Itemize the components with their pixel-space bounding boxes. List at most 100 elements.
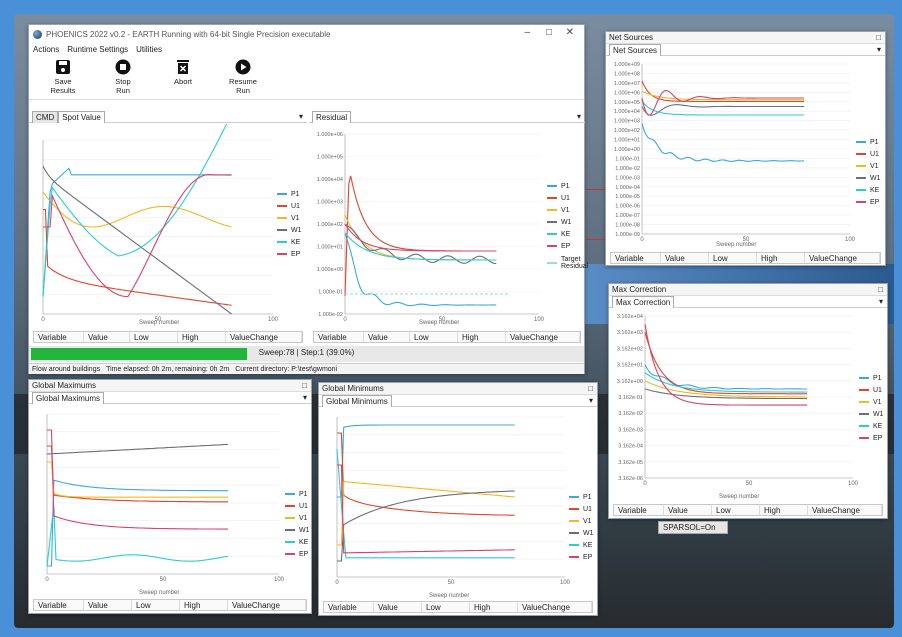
col-low: Low	[709, 253, 757, 263]
legend-item-target-residual: Target Residual	[547, 252, 588, 274]
residual-dropdown-icon[interactable]: ▾	[576, 112, 581, 121]
main-window: PHOENICS 2022 v0.2 - EARTH Running with …	[28, 24, 588, 374]
x-tick-label: 50	[448, 580, 455, 586]
x-tick-label: 0	[335, 580, 339, 586]
tab-global-max[interactable]: Global Maximums	[32, 392, 105, 404]
resume-run-button[interactable]: Resume Run	[215, 56, 271, 99]
global-min-window: Global Minimums □ Global Minimums ▾ 0 50 100…	[318, 382, 598, 616]
tab-max-correction[interactable]: Max Correction	[612, 296, 675, 308]
col-valuechange: ValueChange	[228, 600, 306, 610]
legend-item-u1: U1	[859, 384, 884, 396]
y-tick-label: 3.162e+00	[617, 379, 643, 385]
max-correction-dropdown-icon[interactable]: ▾	[878, 297, 883, 306]
tab-spot-value[interactable]: Spot Value	[58, 111, 105, 123]
residual-chart: 1.000e+06 1.000e+05 1.000e+04 1.000e+03 1.00…	[309, 124, 588, 330]
restore-icon[interactable]: □	[302, 381, 307, 390]
x-tick-label: 100	[274, 577, 285, 583]
legend-label: U1	[291, 202, 300, 210]
legend-swatch	[277, 241, 287, 243]
series-line-v1	[337, 480, 515, 546]
legend-label: EP	[583, 553, 593, 561]
connector-line	[584, 189, 614, 190]
spot-variable-table: Variable Value Low High ValueChange	[33, 331, 303, 343]
legend-item-u1: U1	[547, 192, 588, 204]
legend-label: P1	[291, 190, 300, 198]
spot-dropdown-icon[interactable]: ▾	[298, 112, 303, 121]
col-low: Low	[422, 602, 470, 612]
spot-value-chart: 0 50 100 P1 U1 V1 W1 KE EP Sweep number	[29, 124, 307, 330]
series-line-v1	[42, 191, 232, 228]
legend-label: V1	[870, 162, 879, 170]
tab-net-sources[interactable]: Net Sources	[609, 44, 662, 56]
y-tick-label: 1.000e+02	[614, 128, 640, 134]
net-sources-dropdown-icon[interactable]: ▾	[876, 45, 881, 54]
col-high: High	[757, 253, 805, 263]
y-tick-label: 1.000e+04	[317, 177, 343, 183]
legend-swatch	[547, 245, 557, 247]
col-variable: Variable	[614, 505, 664, 515]
legend-item-ke: KE	[569, 539, 594, 551]
col-low: Low	[130, 332, 178, 342]
series-line-w1	[42, 165, 232, 315]
legend-label: KE	[291, 238, 301, 246]
series-line-ke	[644, 372, 808, 393]
max-correction-legend: P1 U1 V1 W1 KE EP	[859, 372, 884, 444]
series-line-u1	[43, 209, 232, 306]
menu-utilities[interactable]: Utilities	[136, 45, 162, 54]
tab-residual[interactable]: Residual	[312, 111, 352, 123]
legend-item-u1: U1	[856, 148, 881, 160]
save-results-label: Save Results	[50, 77, 76, 95]
x-tick-label: 0	[45, 577, 49, 583]
restore-icon[interactable]: □	[588, 384, 593, 393]
global-max-dropdown-icon[interactable]: ▾	[302, 393, 307, 402]
stop-run-button[interactable]: Stop Run	[95, 56, 151, 99]
legend-label: EP	[299, 550, 309, 558]
legend-item-ke: KE	[547, 228, 588, 240]
y-tick-label: 3.162e-05	[618, 460, 643, 466]
legend-item-v1: V1	[859, 396, 884, 408]
menu-runtime-settings[interactable]: Runtime Settings	[67, 45, 129, 54]
save-results-button[interactable]: Save Results	[35, 56, 91, 99]
y-tick-label: 3.162e+04	[617, 314, 643, 320]
col-high: High	[470, 602, 518, 612]
col-valuechange: ValueChange	[808, 505, 882, 515]
legend-swatch	[569, 508, 579, 510]
y-tick-label: 1.000e+00	[317, 267, 343, 273]
col-valuechange: ValueChange	[518, 602, 592, 612]
series-line-w1	[641, 104, 805, 116]
legend-item-w1: W1	[856, 172, 881, 184]
y-tick-label: 1.000e+03	[614, 119, 640, 125]
save-icon	[56, 60, 70, 74]
minimize-icon[interactable]: –	[524, 27, 530, 38]
menu-actions[interactable]: Actions	[33, 45, 60, 54]
legend-item-p1: P1	[859, 372, 884, 384]
restore-icon[interactable]: □	[878, 285, 883, 294]
maximize-icon[interactable]: □	[545, 27, 552, 38]
global-min-tabline: Global Minimums ▾	[319, 395, 597, 407]
legend-item-v1: V1	[277, 212, 302, 224]
series-line-ke	[336, 448, 515, 559]
abort-button[interactable]: Abort	[155, 56, 211, 99]
global-max-legend: P1 U1 V1 W1 KE EP	[285, 488, 310, 560]
legend-item-v1: V1	[569, 515, 594, 527]
legend-swatch	[856, 201, 866, 203]
sparsol-status: SPARSOL=On	[658, 521, 728, 534]
legend-item-w1: W1	[859, 408, 884, 420]
series-line-p1	[644, 364, 808, 390]
legend-label: W1	[291, 226, 302, 234]
x-tick-label: 50	[743, 237, 750, 243]
global-min-chart: 0 50 100 P1 U1 V1 W1 KE EP Sweep number	[319, 407, 597, 601]
tab-cmd[interactable]: CMD	[32, 111, 59, 123]
global-min-dropdown-icon[interactable]: ▾	[588, 396, 593, 405]
restore-icon[interactable]: □	[876, 33, 881, 42]
x-tick-label: 100	[560, 580, 571, 586]
legend-label: EP	[561, 242, 571, 250]
legend-swatch	[859, 437, 869, 439]
tab-global-min[interactable]: Global Minimums	[322, 395, 392, 407]
global-max-tabline: Global Maximums ▾	[29, 392, 311, 404]
series-line-p1	[641, 123, 805, 162]
global-max-window: Global Maximums □ Global Maximums ▾ 0 50 100…	[28, 379, 312, 614]
x-tick-label: 50	[746, 481, 753, 487]
y-tick-label: 3.162e+02	[617, 346, 643, 352]
close-icon[interactable]: ✕	[565, 27, 574, 38]
